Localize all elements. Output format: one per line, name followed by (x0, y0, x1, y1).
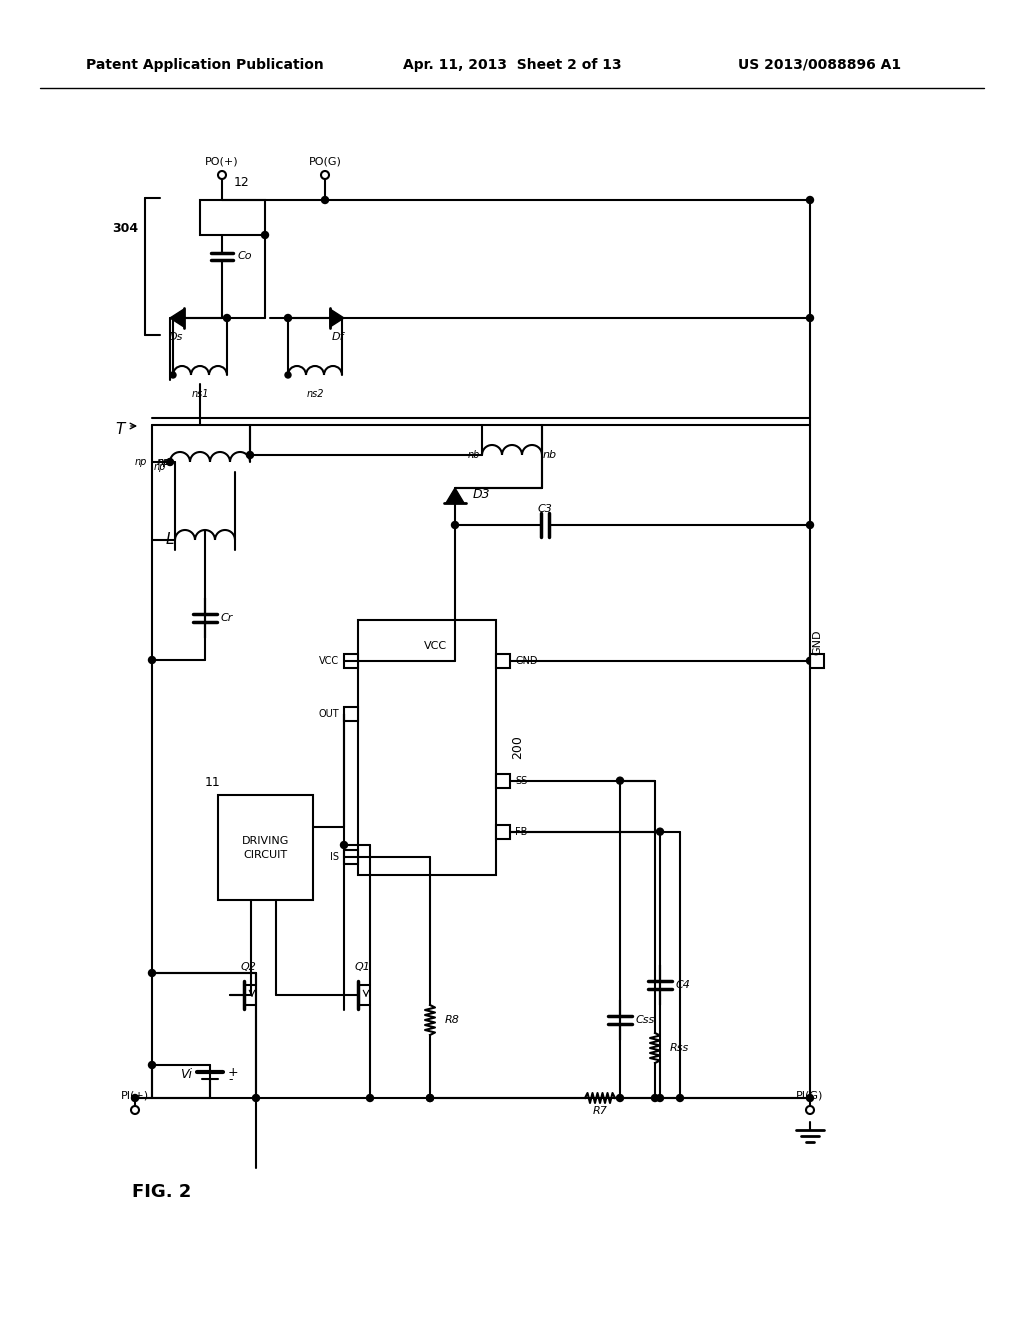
Text: OUT: OUT (318, 709, 339, 719)
Text: Css: Css (636, 1015, 655, 1026)
Polygon shape (446, 488, 464, 503)
Text: C3: C3 (538, 504, 552, 513)
Text: np: np (157, 457, 171, 467)
Text: PO(+): PO(+) (205, 156, 239, 166)
Text: IS: IS (330, 853, 339, 862)
Text: PI(G): PI(G) (797, 1092, 823, 1101)
Text: nb: nb (543, 450, 557, 459)
Circle shape (167, 458, 173, 466)
Text: PO(G): PO(G) (308, 156, 341, 166)
Text: L: L (166, 532, 174, 548)
Text: Patent Application Publication: Patent Application Publication (86, 58, 324, 73)
Text: Cr: Cr (221, 612, 233, 623)
Circle shape (807, 314, 813, 322)
Circle shape (807, 1094, 813, 1101)
Text: CIRCUIT: CIRCUIT (244, 850, 288, 861)
Bar (358, 620, 496, 875)
Bar (496, 825, 510, 838)
Text: Df: Df (332, 333, 344, 342)
Bar (810, 653, 824, 668)
Bar (344, 653, 358, 668)
Text: T: T (116, 422, 125, 437)
Text: Co: Co (238, 251, 253, 261)
Circle shape (656, 828, 664, 836)
Text: +: + (228, 1065, 239, 1078)
Circle shape (367, 1094, 374, 1101)
Text: R8: R8 (445, 1015, 460, 1026)
Text: Apr. 11, 2013  Sheet 2 of 13: Apr. 11, 2013 Sheet 2 of 13 (402, 58, 622, 73)
Text: FIG. 2: FIG. 2 (132, 1183, 191, 1201)
Text: PI(+): PI(+) (121, 1092, 150, 1101)
Text: Q1: Q1 (354, 962, 370, 972)
Text: Q2: Q2 (240, 962, 256, 972)
Circle shape (807, 521, 813, 528)
Polygon shape (170, 309, 184, 327)
Circle shape (167, 459, 173, 465)
Circle shape (322, 197, 329, 203)
Circle shape (285, 314, 292, 322)
Circle shape (253, 1094, 259, 1101)
Circle shape (223, 314, 230, 322)
Text: ns2: ns2 (306, 389, 324, 399)
Text: 200: 200 (512, 735, 524, 759)
Circle shape (616, 1094, 624, 1101)
Text: np: np (158, 457, 170, 467)
Text: C4: C4 (676, 979, 691, 990)
Circle shape (807, 657, 813, 664)
Bar (218, 795, 313, 900)
Text: US 2013/0088896 A1: US 2013/0088896 A1 (738, 58, 901, 73)
Circle shape (427, 1094, 433, 1101)
Text: D3: D3 (473, 488, 490, 502)
Text: GND: GND (812, 630, 822, 655)
Bar (344, 708, 358, 721)
Text: GND: GND (515, 656, 538, 665)
Circle shape (148, 656, 156, 664)
Text: Rss: Rss (670, 1043, 689, 1053)
Text: VCC: VCC (318, 656, 339, 665)
Text: R7: R7 (593, 1106, 607, 1115)
Bar (200, 201, 265, 235)
Text: 304: 304 (112, 222, 138, 235)
Text: FB: FB (515, 826, 527, 837)
Circle shape (247, 451, 254, 458)
Text: DRIVING: DRIVING (242, 837, 289, 846)
Text: VCC: VCC (424, 640, 446, 651)
Circle shape (677, 1094, 683, 1101)
Circle shape (807, 197, 813, 203)
Circle shape (616, 777, 624, 784)
Text: nb: nb (468, 450, 480, 459)
Circle shape (452, 521, 459, 528)
Bar (496, 774, 510, 788)
Circle shape (148, 969, 156, 977)
Polygon shape (330, 309, 344, 327)
Circle shape (341, 842, 347, 849)
Bar (496, 653, 510, 668)
Bar (344, 850, 358, 865)
Circle shape (285, 372, 291, 378)
Text: Ds: Ds (169, 333, 183, 342)
Text: 12: 12 (234, 177, 250, 190)
Text: -: - (228, 1073, 232, 1086)
Circle shape (170, 372, 176, 378)
Circle shape (651, 1094, 658, 1101)
Text: np: np (154, 462, 166, 473)
Circle shape (261, 231, 268, 239)
Text: 11: 11 (205, 776, 221, 789)
Circle shape (131, 1094, 138, 1101)
Text: np: np (134, 457, 147, 467)
Circle shape (427, 1094, 433, 1101)
Circle shape (148, 1061, 156, 1068)
Circle shape (656, 1094, 664, 1101)
Text: Vi: Vi (180, 1068, 193, 1081)
Text: SS: SS (515, 776, 527, 785)
Text: ns1: ns1 (191, 389, 209, 399)
